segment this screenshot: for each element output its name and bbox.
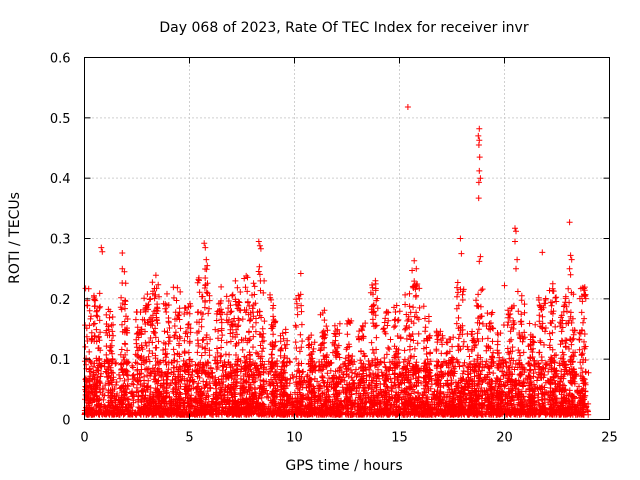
- x-tick-label: 20: [496, 431, 513, 446]
- roti-point-group: [292, 280, 381, 417]
- y-axis-label: ROTI / TECUs: [7, 192, 23, 284]
- y-tick-label: 0.1: [50, 353, 71, 368]
- x-axis-label: GPS time / hours: [285, 458, 402, 474]
- x-tick-labels: 0 5 10 15 20 25: [80, 431, 617, 446]
- grid-lines: [84, 57, 610, 420]
- y-tick-label: 0.3: [50, 233, 71, 248]
- y-tick-label: 0.2: [50, 293, 71, 308]
- y-tick-label: 0.5: [50, 112, 71, 127]
- x-tick-label: 5: [185, 431, 193, 446]
- x-tick-label: 10: [286, 431, 303, 446]
- axis-ticks: [84, 57, 610, 420]
- x-tick-label: 0: [80, 431, 88, 446]
- roti-point-group: [367, 277, 457, 417]
- roti-point-group: [443, 279, 518, 417]
- y-tick-label: 0: [62, 414, 70, 429]
- roti-point-group: [98, 104, 588, 416]
- y-tick-label: 0.4: [50, 172, 71, 187]
- data-points: [81, 104, 592, 418]
- x-tick-label: 15: [391, 431, 408, 446]
- chart-title: Day 068 of 2023, Rate Of TEC Index for r…: [159, 20, 528, 36]
- roti-point-group: [514, 284, 589, 417]
- y-tick-labels: 0 0.1 0.2 0.3 0.4 0.5 0.6: [50, 52, 71, 429]
- x-tick-label: 25: [601, 431, 618, 446]
- roti-point-group: [223, 263, 291, 417]
- roti-point-group: [82, 279, 163, 417]
- roti-point-group: [149, 266, 236, 417]
- y-tick-label: 0.6: [50, 52, 71, 67]
